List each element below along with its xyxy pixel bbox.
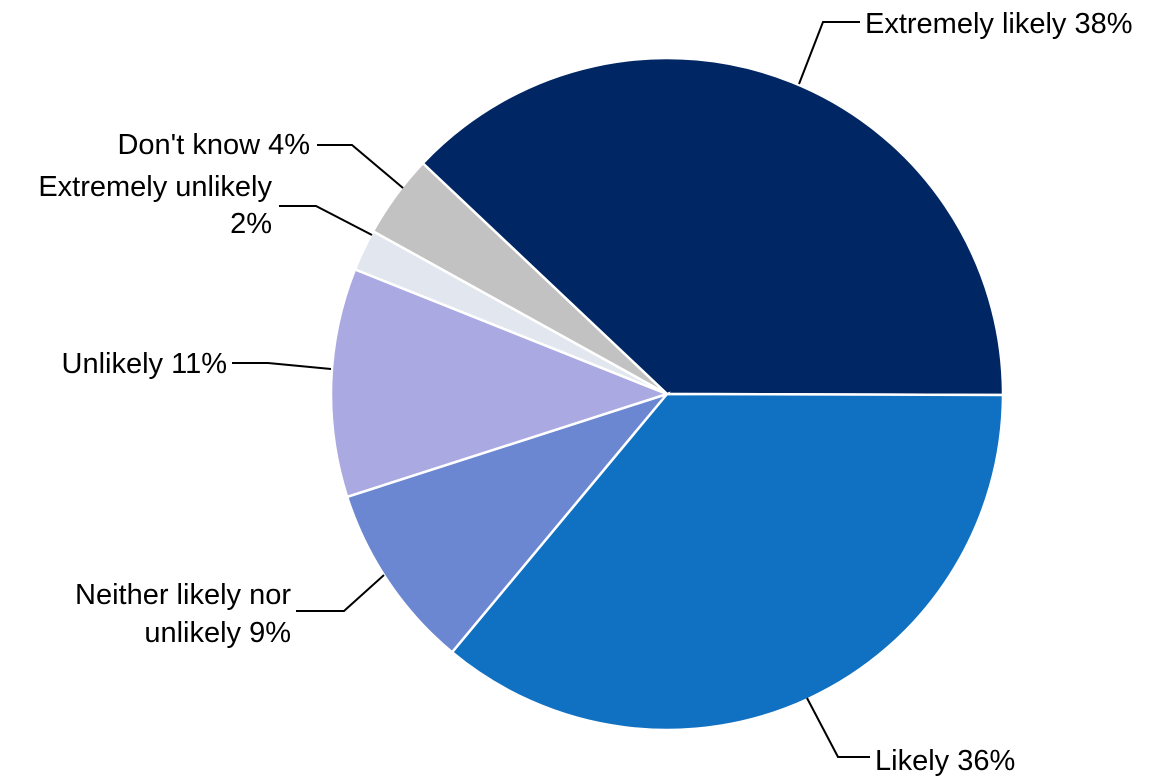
pie-slice-likely — [450, 392, 1005, 732]
pie-slices — [329, 56, 1005, 732]
pie-slice-extremely-likely — [420, 56, 1005, 397]
leader-line-extremely-likely — [798, 21, 860, 85]
slice-label-neither-likely-nor-unlikely: Neither likely nor — [75, 579, 291, 611]
leader-line-extremely-unlikely — [279, 205, 373, 236]
pie-slice-unlikely — [329, 267, 671, 499]
slice-label-likely: Likely 36% — [875, 745, 1015, 776]
slice-label-don-t-know: Don't know 4% — [117, 129, 310, 161]
pie-slice-don-t-know — [371, 161, 668, 396]
leader-line-don-t-know — [317, 144, 404, 189]
leader-line-neither-likely-nor-unlikely — [296, 574, 385, 612]
slice-label-extremely-unlikely: Extremely unlikely — [38, 171, 272, 203]
slice-label-unlikely: Unlikely 11% — [62, 348, 227, 380]
slice-labels: Extremely likely 38% Likely 36% Neither li… — [38, 8, 1132, 776]
leader-lines — [232, 21, 870, 758]
leader-line-unlikely — [232, 362, 332, 370]
slice-label-extremely-likely: Extremely likely 38% — [865, 8, 1133, 40]
pie-slice-neither-likely-nor-unlikely — [345, 391, 671, 655]
leader-line-likely — [806, 697, 870, 758]
slice-label-extremely-unlikely: 2% — [230, 208, 272, 240]
slice-label-neither-likely-nor-unlikely: unlikely 9% — [144, 617, 291, 649]
